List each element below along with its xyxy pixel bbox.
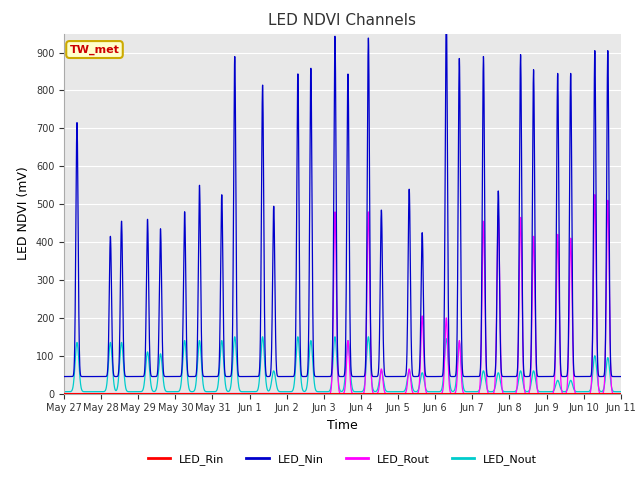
Bar <box>64 52 621 90</box>
Y-axis label: LED NDVI (mV): LED NDVI (mV) <box>17 167 30 261</box>
Bar <box>64 204 621 242</box>
Text: TW_met: TW_met <box>70 44 120 55</box>
Bar <box>64 280 621 318</box>
Title: LED NDVI Channels: LED NDVI Channels <box>268 13 417 28</box>
Legend: LED_Rin, LED_Nin, LED_Rout, LED_Nout: LED_Rin, LED_Nin, LED_Rout, LED_Nout <box>143 450 541 469</box>
Bar <box>64 128 621 166</box>
X-axis label: Time: Time <box>327 419 358 432</box>
Bar <box>64 356 621 394</box>
